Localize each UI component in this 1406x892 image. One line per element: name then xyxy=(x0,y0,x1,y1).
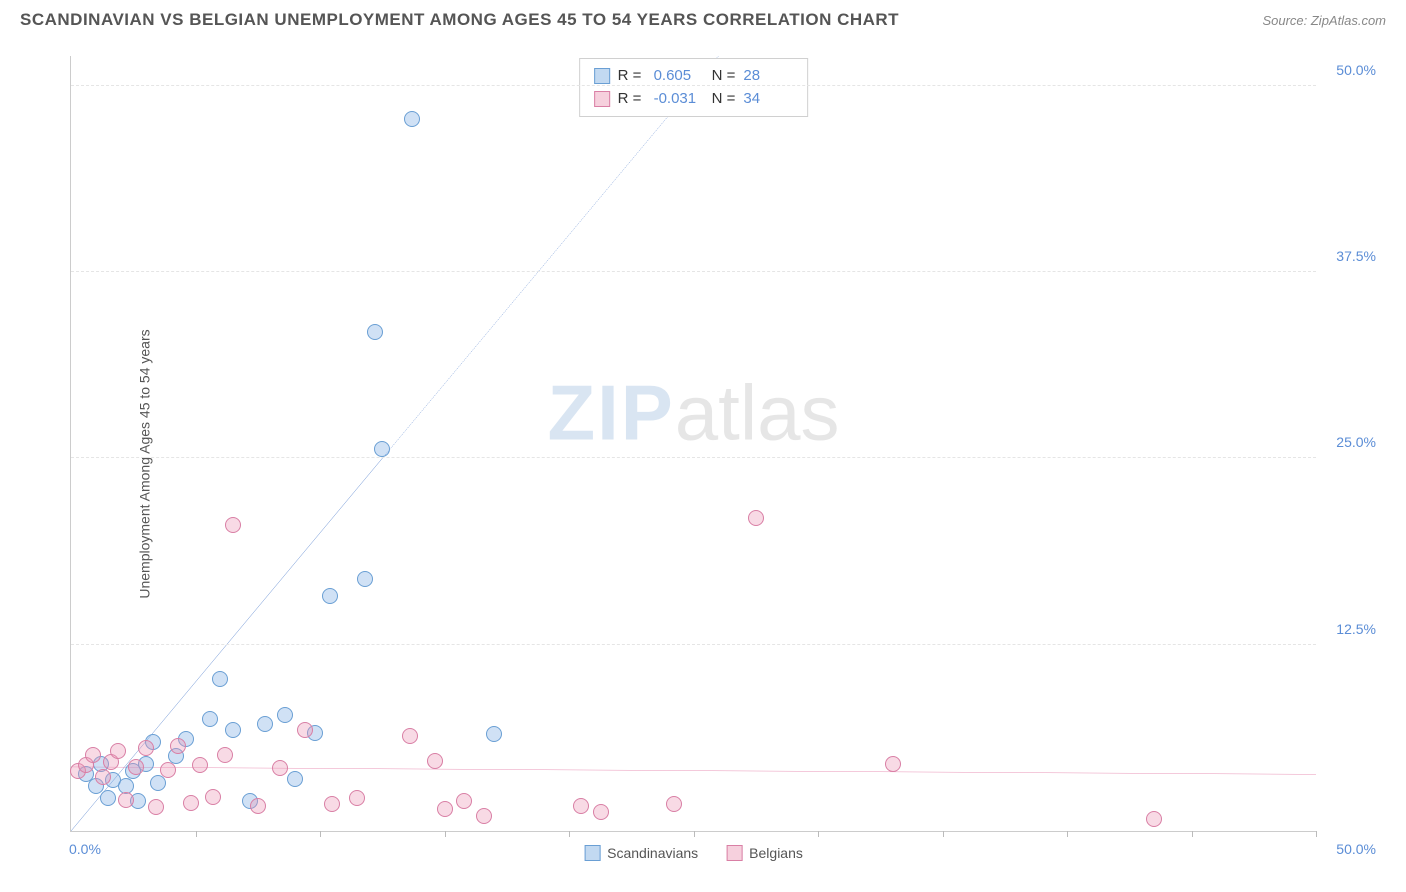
data-point xyxy=(183,795,199,811)
watermark-part1: ZIP xyxy=(547,368,674,456)
data-point xyxy=(170,738,186,754)
data-point xyxy=(138,740,154,756)
data-point xyxy=(192,757,208,773)
plot-area: ZIPatlas R = 0.605 N =28R = -0.031 N =34… xyxy=(70,56,1316,832)
legend-swatch xyxy=(726,845,742,861)
gridline xyxy=(71,644,1316,645)
data-point xyxy=(349,790,365,806)
data-point xyxy=(476,808,492,824)
data-point xyxy=(272,760,288,776)
watermark-part2: atlas xyxy=(675,368,840,456)
data-point xyxy=(402,728,418,744)
stat-n-value: 34 xyxy=(743,88,793,111)
y-tick-label: 37.5% xyxy=(1336,248,1376,264)
gridline xyxy=(71,457,1316,458)
data-point xyxy=(287,771,303,787)
x-tick xyxy=(818,831,819,837)
data-point xyxy=(277,707,293,723)
chart-container: Unemployment Among Ages 45 to 54 years Z… xyxy=(20,46,1386,882)
data-point xyxy=(593,804,609,820)
stat-r-value: -0.031 xyxy=(649,88,699,111)
stats-row: R = -0.031 N = 34 xyxy=(594,88,794,111)
data-point xyxy=(225,722,241,738)
data-point xyxy=(150,775,166,791)
data-point xyxy=(573,798,589,814)
x-axis-max-label: 50.0% xyxy=(1336,841,1376,857)
data-point xyxy=(322,588,338,604)
stats-swatch xyxy=(594,68,610,84)
data-point xyxy=(748,510,764,526)
data-point xyxy=(1146,811,1162,827)
data-point xyxy=(225,517,241,533)
data-point xyxy=(666,796,682,812)
data-point xyxy=(128,759,144,775)
data-point xyxy=(160,762,176,778)
data-point xyxy=(486,726,502,742)
x-tick xyxy=(445,831,446,837)
data-point xyxy=(118,792,134,808)
x-tick xyxy=(1192,831,1193,837)
data-point xyxy=(367,324,383,340)
correlation-stats-box: R = 0.605 N =28R = -0.031 N =34 xyxy=(579,58,809,117)
data-point xyxy=(427,753,443,769)
x-tick xyxy=(694,831,695,837)
y-tick-label: 50.0% xyxy=(1336,62,1376,78)
data-point xyxy=(250,798,266,814)
chart-title: SCANDINAVIAN VS BELGIAN UNEMPLOYMENT AMO… xyxy=(20,10,899,30)
source-attribution: Source: ZipAtlas.com xyxy=(1262,13,1386,28)
data-point xyxy=(110,743,126,759)
data-point xyxy=(148,799,164,815)
x-tick xyxy=(943,831,944,837)
x-tick xyxy=(1316,831,1317,837)
data-point xyxy=(100,790,116,806)
x-tick xyxy=(569,831,570,837)
legend: Scandinavians Belgians xyxy=(584,845,803,861)
trend-lines xyxy=(71,56,1316,831)
data-point xyxy=(297,722,313,738)
y-tick-label: 12.5% xyxy=(1336,621,1376,637)
data-point xyxy=(437,801,453,817)
x-tick xyxy=(196,831,197,837)
legend-item: Scandinavians xyxy=(584,845,698,861)
gridline xyxy=(71,271,1316,272)
legend-label: Scandinavians xyxy=(607,845,698,861)
stats-swatch xyxy=(594,91,610,107)
trend-line xyxy=(71,767,1316,774)
data-point xyxy=(202,711,218,727)
data-point xyxy=(257,716,273,732)
data-point xyxy=(212,671,228,687)
stat-r-label: R = xyxy=(618,88,642,111)
legend-item: Belgians xyxy=(726,845,803,861)
gridline xyxy=(71,85,1316,86)
data-point xyxy=(357,571,373,587)
data-point xyxy=(217,747,233,763)
stat-n-label: N = xyxy=(707,88,735,111)
y-tick-label: 25.0% xyxy=(1336,434,1376,450)
x-tick xyxy=(320,831,321,837)
data-point xyxy=(885,756,901,772)
legend-swatch xyxy=(584,845,600,861)
data-point xyxy=(404,111,420,127)
data-point xyxy=(374,441,390,457)
data-point xyxy=(456,793,472,809)
header: SCANDINAVIAN VS BELGIAN UNEMPLOYMENT AMO… xyxy=(0,0,1406,38)
data-point xyxy=(205,789,221,805)
data-point xyxy=(324,796,340,812)
x-axis-min-label: 0.0% xyxy=(69,841,101,857)
watermark: ZIPatlas xyxy=(547,367,839,458)
data-point xyxy=(95,769,111,785)
legend-label: Belgians xyxy=(749,845,803,861)
data-point xyxy=(85,747,101,763)
x-tick xyxy=(1067,831,1068,837)
